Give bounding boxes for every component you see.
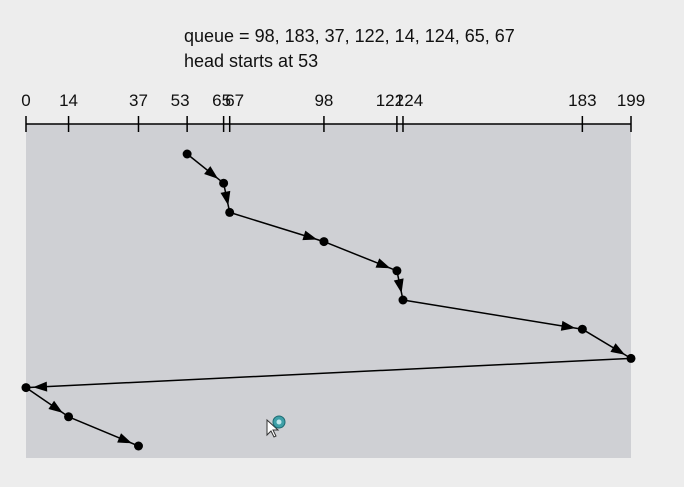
arrowhead-icon — [560, 320, 576, 331]
arrowhead-icon — [32, 381, 48, 392]
request-point — [219, 178, 229, 188]
seek-path — [21, 149, 636, 451]
request-point — [21, 383, 31, 393]
head-caption: head starts at 53 — [184, 51, 318, 71]
tick-label: 122 — [376, 91, 404, 110]
busy-pointer-icon — [266, 415, 286, 438]
tick-label: 183 — [568, 91, 596, 110]
request-point — [133, 441, 143, 451]
tick-label: 53 — [171, 91, 190, 110]
request-point — [392, 266, 402, 276]
request-point — [182, 149, 192, 159]
arrowhead-icon — [48, 400, 63, 413]
arrowhead-icon — [393, 278, 404, 294]
arrowhead-icon — [220, 190, 231, 206]
queue-caption: queue = 98, 183, 37, 122, 14, 124, 65, 6… — [184, 26, 515, 46]
arrowhead-icon — [610, 343, 625, 355]
request-point — [64, 412, 74, 422]
tick-label: 98 — [314, 91, 333, 110]
tick-label: 67 — [225, 91, 244, 110]
diagram-panel — [26, 124, 631, 458]
arrowhead-icon — [375, 258, 391, 269]
request-point — [626, 353, 636, 363]
seek-segment — [25, 357, 632, 389]
tick-label: 124 — [395, 91, 423, 110]
tick-label: 199 — [617, 91, 645, 110]
tick-label: 37 — [129, 91, 148, 110]
request-point — [577, 324, 587, 334]
tick-label: 0 — [21, 91, 30, 110]
request-point — [398, 295, 408, 305]
arrowhead-icon — [117, 433, 133, 444]
request-point — [319, 237, 329, 247]
tick-label: 14 — [59, 91, 78, 110]
seek-segment — [402, 299, 583, 330]
arrowhead-icon — [204, 166, 219, 179]
arrowhead-icon — [302, 230, 318, 241]
request-point — [225, 207, 235, 217]
tick-label: 65 — [212, 91, 231, 110]
